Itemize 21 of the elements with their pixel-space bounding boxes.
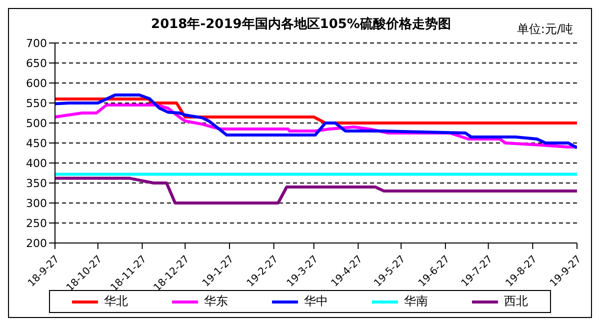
chart-title: 2018年-2019年国内各地区105%硫酸价格走势图 xyxy=(151,17,451,32)
line-series xyxy=(55,176,577,204)
y-tick-label: 700 xyxy=(26,36,47,50)
y-tick-label: 600 xyxy=(26,76,47,90)
y-tick-label: 500 xyxy=(26,116,47,130)
line-series xyxy=(55,98,577,124)
legend-label: 华中 xyxy=(304,293,328,310)
y-tick-label: 300 xyxy=(26,196,47,210)
y-tick-label: 450 xyxy=(26,136,47,150)
y-tick-label: 250 xyxy=(26,216,47,230)
legend-label: 华北 xyxy=(104,293,128,310)
legend-label: 西北 xyxy=(504,293,528,310)
y-tick-label: 550 xyxy=(26,96,47,110)
legend-label: 华东 xyxy=(204,293,228,310)
y-tick-label: 650 xyxy=(26,56,47,70)
y-tick-label: 350 xyxy=(26,176,47,190)
y-tick-label: 200 xyxy=(26,236,47,250)
text: 单位:元/吨 xyxy=(516,21,573,38)
legend-label: 华南 xyxy=(404,293,428,310)
y-tick-label: 400 xyxy=(26,156,47,170)
line-series xyxy=(55,94,577,150)
